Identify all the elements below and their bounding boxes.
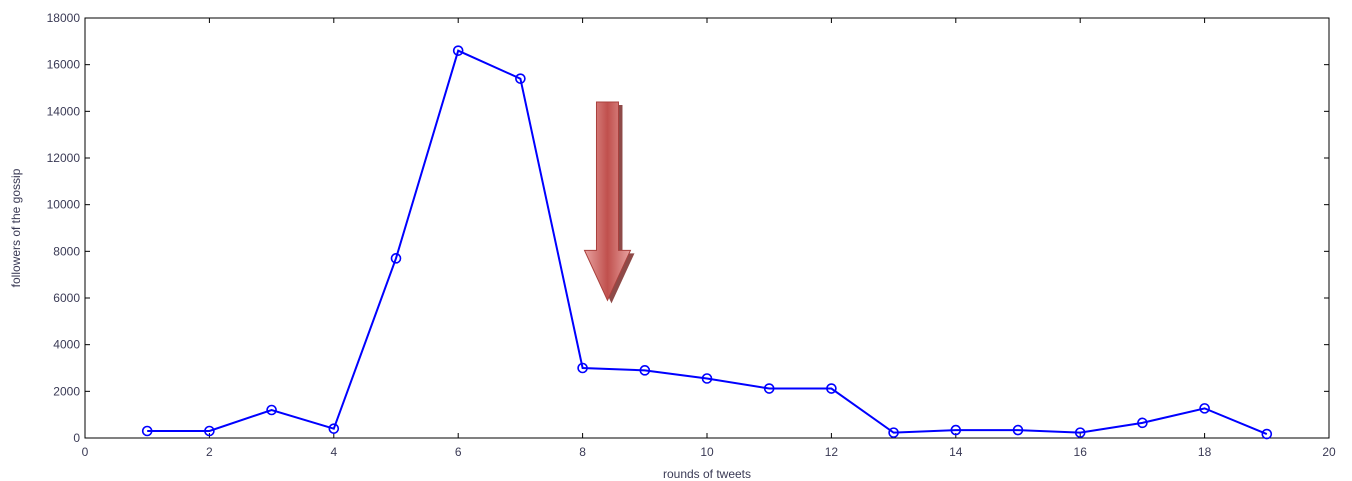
x-tick-label: 18 <box>1198 445 1212 459</box>
data-point <box>390 253 402 264</box>
y-tick-label: 14000 <box>47 104 81 118</box>
x-axis-label: rounds of tweets <box>663 467 751 481</box>
data-point <box>1199 403 1210 414</box>
series-line <box>147 49 1268 435</box>
data-point <box>1012 424 1024 436</box>
x-tick-label: 16 <box>1074 445 1088 459</box>
data-point <box>577 362 588 374</box>
data-point <box>763 383 775 394</box>
y-tick-label: 12000 <box>47 151 81 165</box>
x-tick-label: 12 <box>825 445 839 459</box>
data-point <box>701 373 713 384</box>
y-tick-label: 18000 <box>47 11 81 25</box>
data-point <box>266 404 277 416</box>
data-point <box>826 383 837 394</box>
down-arrow-annotation <box>583 101 632 302</box>
y-tick-label: 10000 <box>47 198 81 212</box>
x-tick-label: 8 <box>579 445 586 459</box>
data-point <box>204 425 215 437</box>
x-tick-label: 4 <box>330 445 337 459</box>
data-point <box>888 427 899 438</box>
y-tick-label: 8000 <box>53 244 80 258</box>
data-point <box>328 423 340 434</box>
data-point <box>950 424 962 436</box>
y-tick-label: 2000 <box>53 384 80 398</box>
data-point <box>1137 417 1148 429</box>
data-point <box>639 365 651 376</box>
y-tick-label: 0 <box>73 431 80 445</box>
data-point <box>452 45 464 56</box>
x-tick-label: 20 <box>1322 445 1336 459</box>
x-tick-label: 6 <box>455 445 462 459</box>
x-tick-label: 2 <box>206 445 213 459</box>
y-tick-label: 16000 <box>47 58 81 72</box>
y-tick-label: 6000 <box>53 291 80 305</box>
data-point <box>141 425 153 437</box>
data-point <box>1261 428 1273 440</box>
x-tick-label: 0 <box>82 445 89 459</box>
plot-area <box>84 17 1330 439</box>
data-point <box>1074 427 1086 438</box>
x-tick-label: 14 <box>949 445 963 459</box>
x-tick-label: 10 <box>700 445 714 459</box>
data-point <box>515 73 526 84</box>
y-tick-label: 4000 <box>53 338 80 352</box>
y-axis-label: followers of the gossip <box>9 168 23 287</box>
